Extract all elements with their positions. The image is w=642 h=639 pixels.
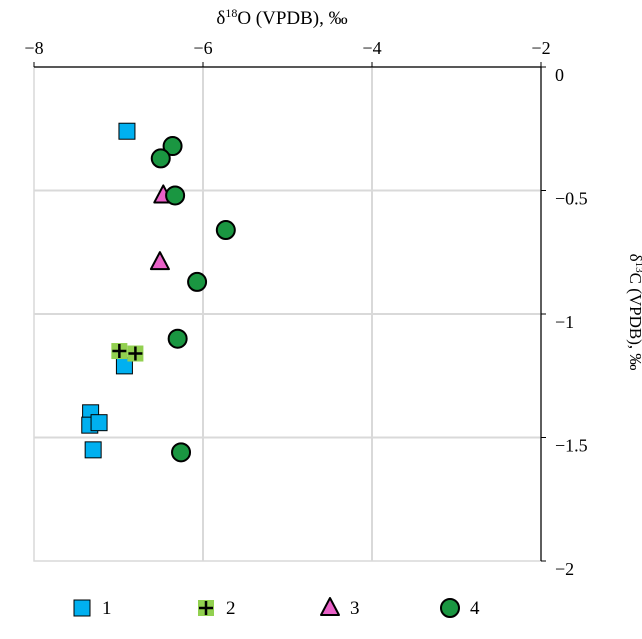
legend-label: 1 [102, 598, 112, 619]
legend-marker [440, 598, 460, 618]
triangle-marker [320, 597, 340, 616]
data-point-series-4 [150, 148, 171, 169]
y-tick-label: −1.5 [555, 436, 588, 456]
data-point-series-4 [167, 328, 188, 349]
circle-marker [167, 328, 188, 349]
data-point-series-1 [90, 414, 108, 432]
circle-marker [150, 148, 171, 169]
data-point-series-2 [127, 345, 144, 362]
y-tick-label: −2 [555, 559, 574, 579]
y-tick-label: 0 [555, 65, 564, 85]
data-point-series-4 [215, 220, 236, 241]
legend-item-4: 4 [440, 598, 480, 619]
legend-label: 4 [470, 598, 480, 619]
legend-item-1: 1 [73, 598, 112, 619]
x-axis-title: δ18O (VPDB), ‰ [216, 6, 347, 29]
square-marker [118, 122, 136, 140]
square-marker [90, 414, 108, 432]
data-point-series-1 [84, 441, 102, 459]
legend-label: 2 [226, 598, 236, 619]
circle-marker [171, 442, 192, 463]
plus-marker [112, 344, 127, 359]
triangle-marker [149, 251, 170, 271]
circle-marker [162, 136, 183, 157]
legend-marker [320, 597, 340, 616]
square-marker [73, 599, 91, 617]
data-point-series-4 [187, 271, 208, 292]
circle-marker [165, 185, 186, 206]
legend-marker [198, 600, 214, 616]
x-tick-label: −2 [531, 38, 550, 58]
x-tick-label: −6 [193, 38, 212, 58]
plus-marker [199, 601, 213, 615]
x-tick-label: −8 [24, 38, 43, 58]
data-point-series-1 [118, 122, 136, 140]
data-point-series-4 [162, 136, 183, 157]
plus-marker [128, 346, 143, 361]
legend-item-2: 2 [198, 598, 236, 619]
data-point-series-3 [149, 251, 170, 271]
circle-marker [187, 271, 208, 292]
circle-marker [215, 220, 236, 241]
legend-marker [73, 599, 91, 617]
legend-label: 3 [350, 598, 360, 619]
y-tick-label: −1 [555, 312, 574, 332]
x-tick-label: −4 [362, 38, 381, 58]
y-axis-title: δ13C (VPDB), ‰ [626, 254, 642, 371]
y-tick-label: −0.5 [555, 189, 588, 209]
circle-marker [440, 598, 460, 618]
square-marker [84, 441, 102, 459]
legend-item-3: 3 [320, 597, 360, 619]
data-point-series-4 [171, 442, 192, 463]
data-point-series-4 [165, 185, 186, 206]
data-point-series-2 [111, 343, 128, 360]
